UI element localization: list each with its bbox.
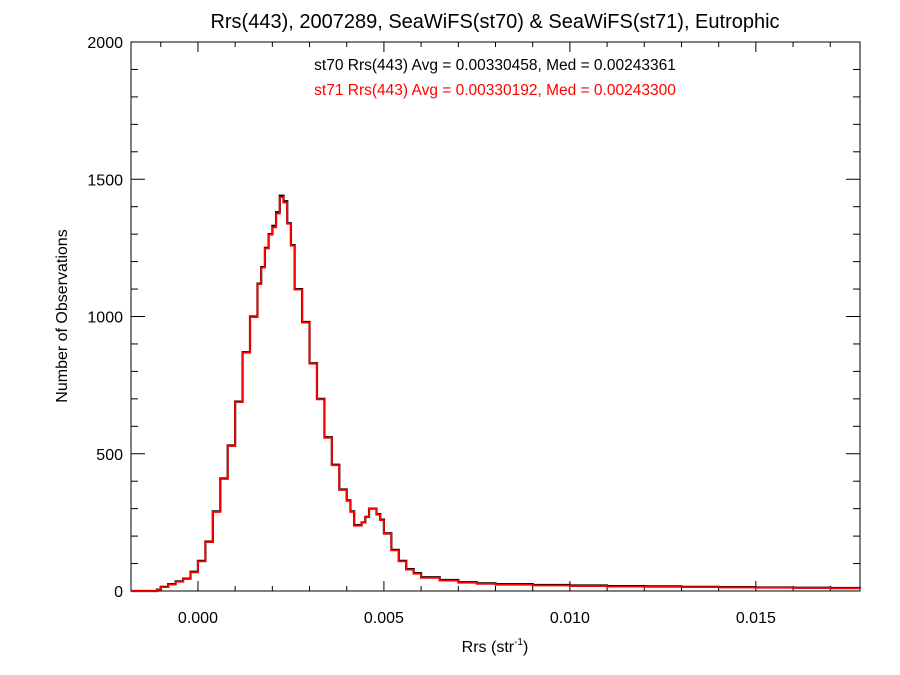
y-tick-label: 0 xyxy=(114,584,123,601)
x-axis-label-superscript: -1 xyxy=(514,637,523,648)
st70-stats-annotation: st70 Rrs(443) Avg = 0.00330458, Med = 0.… xyxy=(314,57,676,74)
series-st70-line xyxy=(131,194,862,593)
y-tick-label: 1000 xyxy=(87,310,123,327)
x-axis-label-main: Rrs (str xyxy=(462,639,515,656)
x-tick-label: 0.015 xyxy=(736,610,776,627)
x-tick-label: 0.005 xyxy=(364,610,404,627)
y-tick-label: 1500 xyxy=(87,172,123,189)
plot-frame xyxy=(130,41,861,592)
series-st71-line xyxy=(131,196,861,592)
y-axis-label: Number of Observations xyxy=(54,229,71,402)
y-tick-label: 2000 xyxy=(87,35,123,52)
y-axis: 0 500 1000 1500 2000 xyxy=(87,35,860,601)
series-group xyxy=(131,194,862,593)
st71-stats-annotation: st71 Rrs(443) Avg = 0.00330192, Med = 0.… xyxy=(314,82,676,99)
y-tick-label: 500 xyxy=(96,447,123,464)
x-axis-label-suffix: ) xyxy=(523,639,528,656)
x-tick-label: 0.010 xyxy=(550,610,590,627)
x-axis-label: Rrs (str-1) xyxy=(462,637,529,656)
x-tick-label: 0.000 xyxy=(178,610,218,627)
x-axis: 0.000 0.005 0.010 0.015 xyxy=(160,42,831,627)
chart-title: Rrs(443), 2007289, SeaWiFS(st70) & SeaWi… xyxy=(210,11,779,33)
